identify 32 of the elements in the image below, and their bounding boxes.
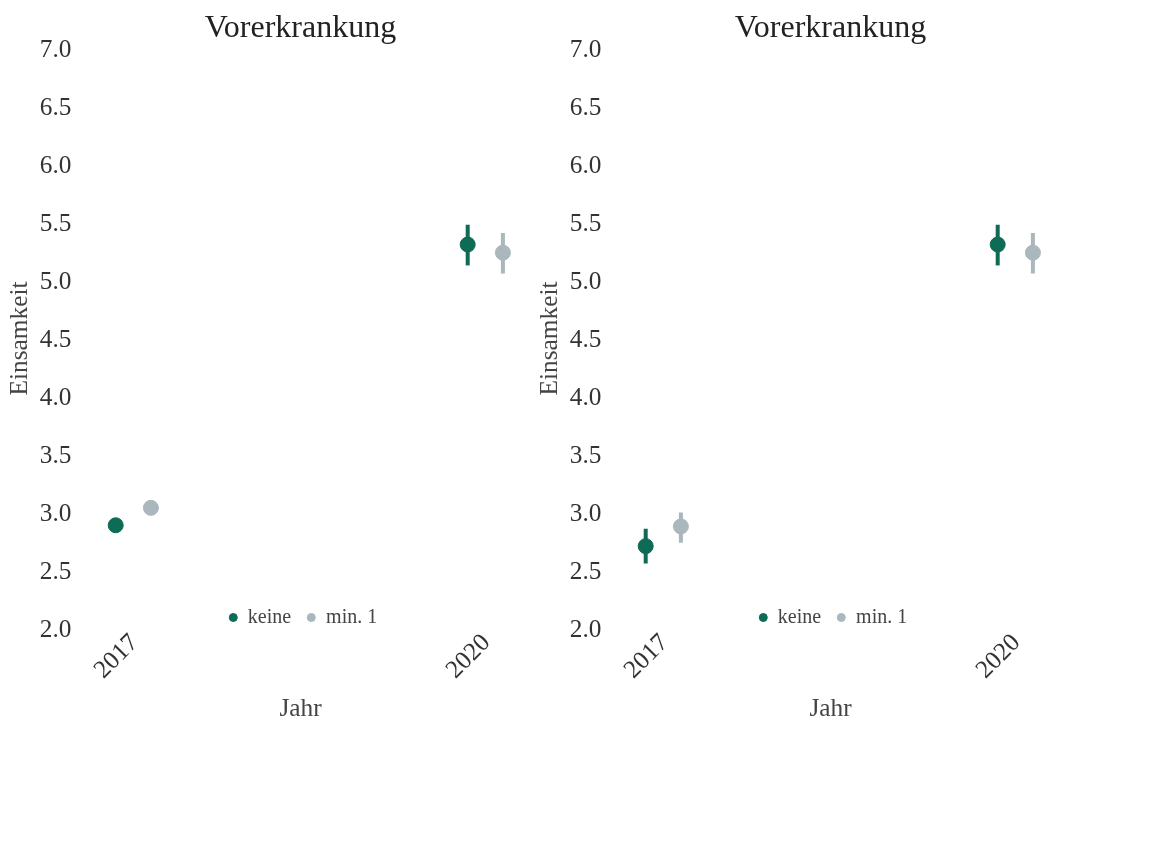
y-tick-label: 6.0 (39, 150, 72, 178)
y-tick-label: 4.5 (569, 324, 602, 352)
y-tick-label: 3.5 (569, 440, 602, 468)
y-tick-label: 2.0 (39, 614, 72, 642)
y-tick-label: 3.5 (39, 440, 72, 468)
y-tick-label: 2.5 (39, 556, 72, 584)
y-tick-label: 3.0 (569, 498, 602, 526)
y-tick-label: 7.0 (569, 34, 602, 62)
y-tick-label: 5.5 (569, 208, 602, 236)
y-tick-label: 6.5 (39, 92, 72, 120)
y-tick-label: 2.5 (569, 556, 602, 584)
y-tick-label: 5.0 (569, 266, 602, 294)
y-tick-label: 4.0 (39, 382, 72, 410)
y-axis-title: Einsamkeit (3, 281, 32, 396)
y-tick-label: 4.5 (39, 324, 72, 352)
y-axis-title: Einsamkeit (533, 281, 562, 396)
legend-label: min. 1 (326, 605, 378, 628)
x-axis-title: Jahr (809, 693, 853, 722)
legend-label: keine (777, 605, 822, 628)
y-tick-label: 4.0 (569, 382, 602, 410)
x-axis-title: Jahr (279, 693, 323, 722)
y-tick-label: 3.0 (39, 498, 72, 526)
y-tick-label: 6.5 (569, 92, 602, 120)
y-tick-label: 6.0 (569, 150, 602, 178)
y-tick-label: 7.0 (39, 34, 72, 62)
y-tick-label: 5.5 (39, 208, 72, 236)
chart-title: Vorerkrankung (204, 7, 397, 44)
legend-label: keine (247, 605, 292, 628)
legend-label: min. 1 (856, 605, 908, 628)
y-tick-label: 2.0 (569, 614, 602, 642)
y-tick-label: 5.0 (39, 266, 72, 294)
chart-title: Vorerkrankung (734, 7, 927, 44)
